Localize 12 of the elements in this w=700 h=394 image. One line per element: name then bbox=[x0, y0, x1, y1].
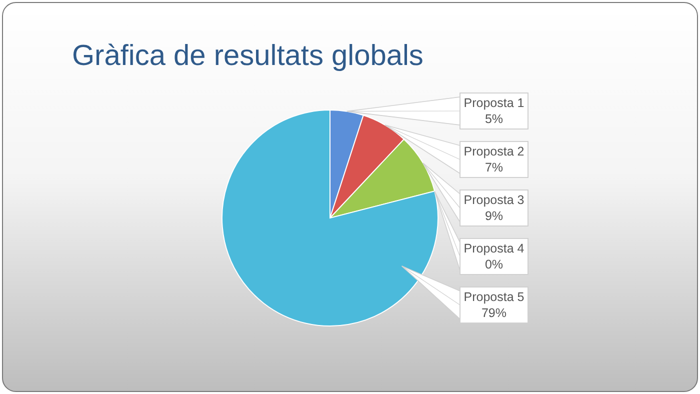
chart-title: Gràfica de resultats globals bbox=[72, 40, 424, 73]
data-label: 7% bbox=[484, 160, 504, 174]
slice-label: Proposta 5 bbox=[464, 290, 524, 304]
slice-label: Proposta 2 bbox=[464, 144, 524, 158]
data-label: 5% bbox=[484, 112, 504, 126]
category-label: Proposta 4 bbox=[464, 242, 524, 256]
data-label: 79% bbox=[481, 306, 507, 320]
data-label: 9% bbox=[484, 209, 504, 223]
pie-slice bbox=[222, 110, 438, 326]
slice-label: Proposta 3 bbox=[464, 193, 524, 207]
text: 0% bbox=[484, 258, 504, 272]
slice-label: Proposta 1 bbox=[464, 96, 524, 110]
